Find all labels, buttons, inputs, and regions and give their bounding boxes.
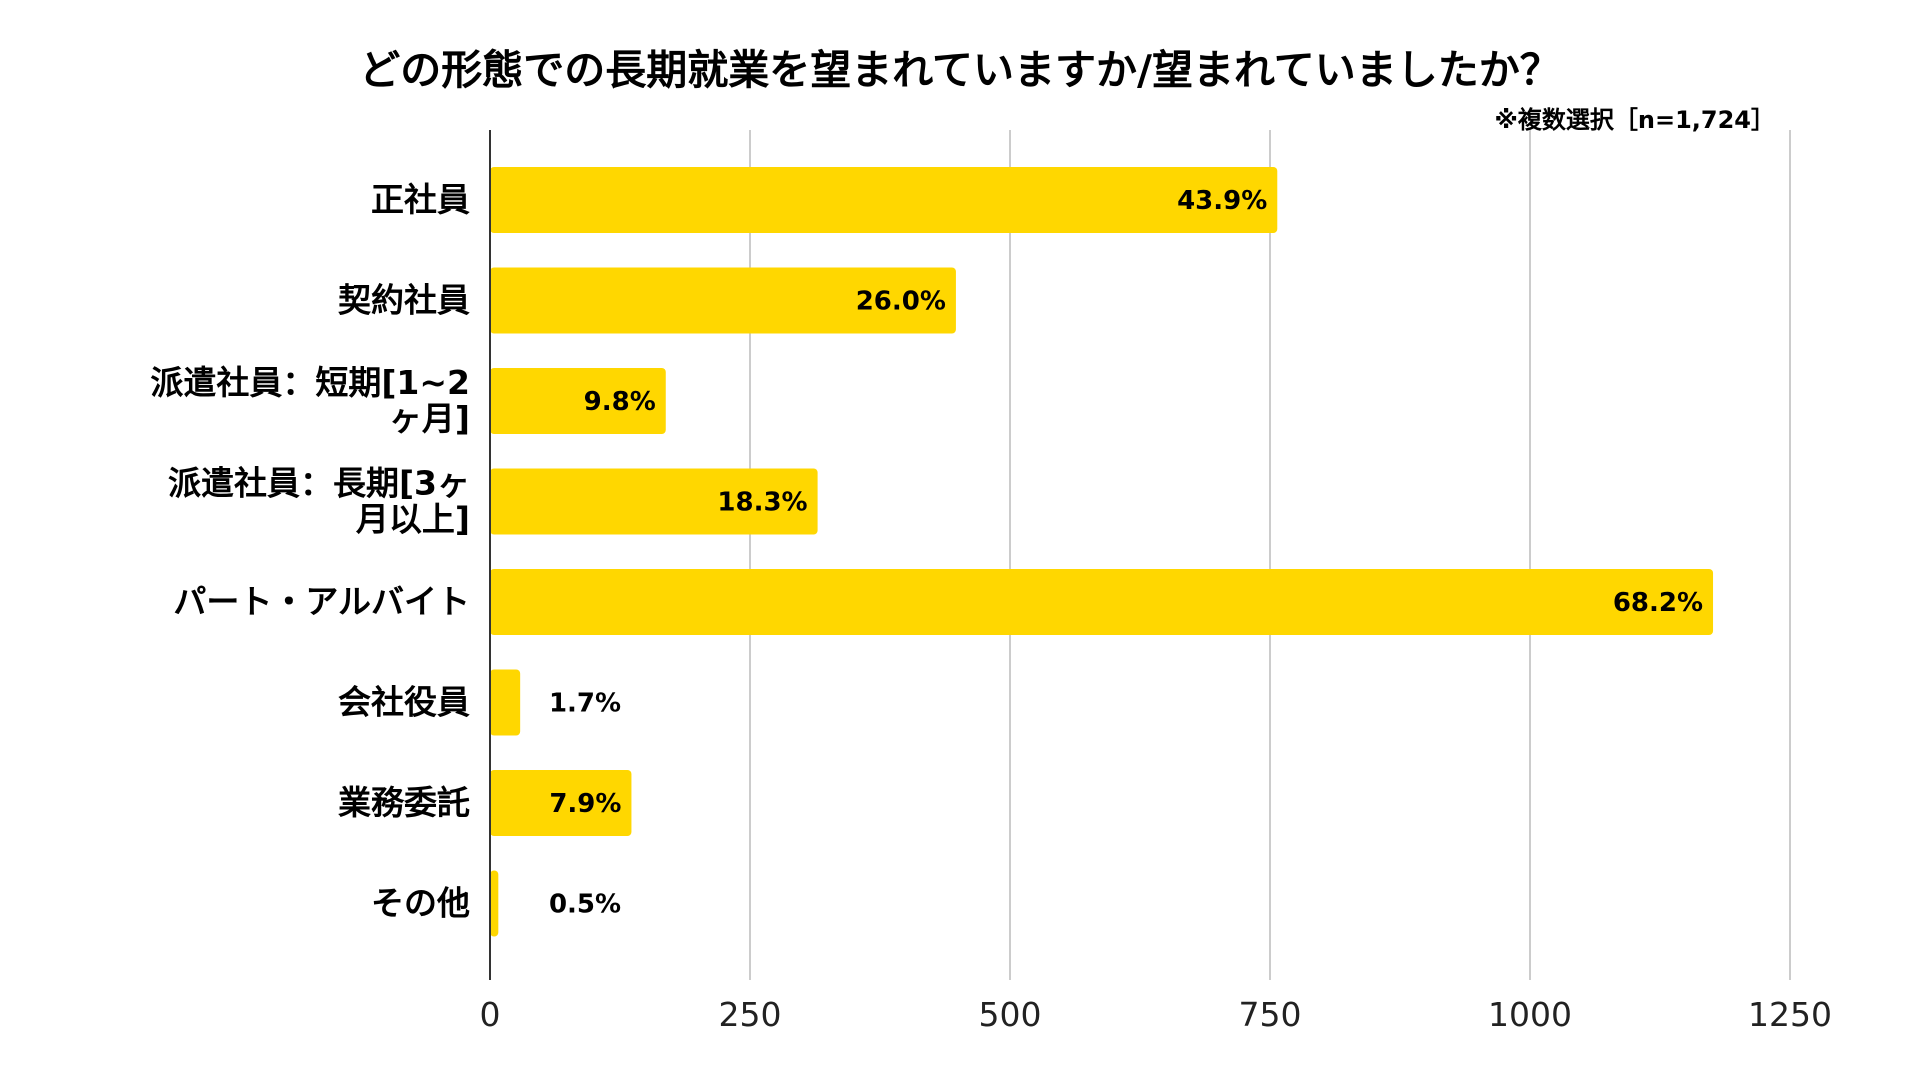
category-label: その他 xyxy=(371,884,470,923)
category-label: 会社役員 xyxy=(338,683,470,722)
gridlines xyxy=(749,130,1791,980)
x-axis-ticks: 0 250 500 750 1000 1250 xyxy=(480,995,1832,1034)
bar xyxy=(490,669,521,736)
category-label: パート・アルバイト xyxy=(173,582,470,621)
bar xyxy=(490,167,1278,233)
bars xyxy=(490,167,1714,937)
chart-title: どの形態での長期就業を望まれていますか/望まれていましたか？ xyxy=(359,46,1561,94)
category-label: 派遣社員：短期[1~2 ヶ月] xyxy=(150,363,470,438)
x-tick-label: 0 xyxy=(480,995,501,1034)
data-label: 0.5% xyxy=(549,890,621,920)
data-label: 9.8% xyxy=(584,387,656,417)
category-label: 派遣社員：長期[3ヶ月以上] xyxy=(168,464,470,539)
bar xyxy=(490,770,632,836)
x-tick-label: 750 xyxy=(1239,995,1302,1034)
data-label: 26.0% xyxy=(856,287,946,317)
sample-size-note: ※複数選択［n=1,724］ xyxy=(1495,106,1775,134)
data-label: 43.9% xyxy=(1177,186,1267,216)
bar xyxy=(490,569,1714,635)
x-tick-label: 1250 xyxy=(1748,995,1832,1034)
data-label: 68.2% xyxy=(1613,588,1703,618)
x-tick-label: 1000 xyxy=(1488,995,1572,1034)
category-label: 契約社員 xyxy=(338,281,470,320)
data-label: 1.7% xyxy=(549,689,621,719)
data-label: 18.3% xyxy=(717,488,807,518)
value-labels: 43.9% 26.0% 9.8% 18.3% 68.2% 1.7% 7.9% 0.5% xyxy=(549,186,1703,920)
category-label: 正社員 xyxy=(371,180,470,219)
bar xyxy=(490,267,956,334)
bar xyxy=(490,870,499,937)
bar xyxy=(490,468,818,535)
data-label: 7.9% xyxy=(549,789,621,819)
bar xyxy=(490,368,666,434)
x-tick-label: 250 xyxy=(719,995,782,1034)
category-label: 業務委託 xyxy=(338,783,470,822)
x-tick-label: 500 xyxy=(979,995,1042,1034)
